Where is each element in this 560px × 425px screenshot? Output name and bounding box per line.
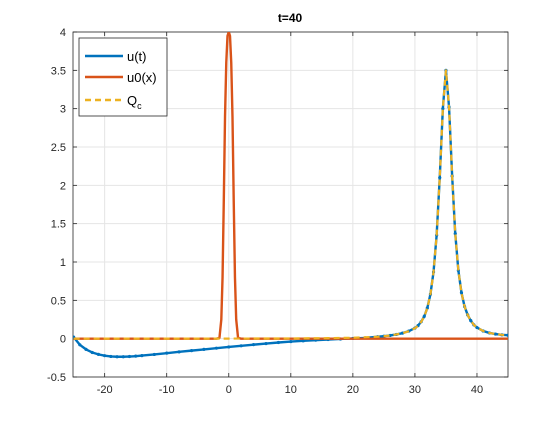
chart-title: t=40: [278, 11, 303, 25]
x-tick-label: 30: [409, 384, 421, 396]
x-axis: -20 -10 0 10 20 30 40: [97, 32, 483, 396]
series-line-q-c: [73, 69, 508, 340]
y-tick-label: 2.5: [51, 142, 66, 154]
legend-label-q: Q: [127, 93, 137, 108]
data-point-u-t: [121, 355, 125, 359]
legend-label-u-t: u(t): [127, 49, 147, 64]
legend-label-q-c: Qc: [127, 93, 142, 111]
data-point-u-t: [506, 333, 508, 337]
data-point-u-t: [289, 339, 293, 344]
data-point-u-t: [189, 349, 194, 353]
data-point-u-t: [134, 354, 138, 358]
x-tick-label: 10: [285, 384, 297, 396]
y-tick-label: -0.5: [47, 372, 66, 384]
y-tick-label: 2: [60, 180, 66, 192]
data-point-u-t: [251, 343, 256, 347]
y-tick-label: 4: [60, 27, 66, 39]
data-point-u-t: [140, 354, 144, 358]
data-point-u-t: [177, 350, 181, 354]
data-point-u-t: [459, 291, 464, 295]
data-point-u-t: [90, 350, 94, 355]
y-tick-label: 0.5: [51, 295, 66, 307]
data-point-u-t: [441, 107, 445, 111]
data-point-u-t: [227, 345, 231, 349]
data-point-u-t: [301, 339, 305, 343]
y-tick-label: 3: [60, 104, 66, 116]
data-point-u-t: [239, 344, 243, 348]
data-point-u-t: [152, 352, 156, 357]
data-point-u-t: [276, 340, 280, 345]
x-tick-label: 0: [226, 384, 232, 396]
data-point-u-t: [214, 346, 218, 350]
x-tick-label: 20: [347, 384, 359, 396]
x-tick-label: -10: [159, 384, 175, 396]
y-tick-label: 3.5: [51, 65, 66, 77]
data-point-u-t: [165, 351, 169, 355]
x-tick-label: 40: [471, 384, 483, 396]
legend-label-u0-x: u0(x): [127, 70, 157, 85]
series-layer: [73, 32, 508, 359]
series-line-u0-x: [73, 32, 508, 340]
y-tick-label: 1.5: [51, 219, 66, 231]
legend: u(t) u0(x) Qc: [78, 37, 168, 117]
y-axis: -0.5 0 0.5 1 1.5 2 2.5 3 3.5 4: [47, 27, 508, 384]
data-point-u-t: [453, 232, 457, 236]
data-point-u-t: [493, 332, 498, 336]
data-point-u-t: [84, 347, 88, 351]
data-point-u-t: [438, 176, 442, 180]
data-point-u-t: [103, 354, 107, 358]
data-point-u-t: [475, 325, 479, 330]
data-point-u-t: [115, 355, 119, 359]
data-point-u-t: [109, 354, 113, 359]
data-point-u-t: [202, 347, 206, 351]
data-point-u-t: [96, 352, 101, 356]
y-tick-label: 1: [60, 257, 66, 269]
y-tick-label: 0: [60, 334, 66, 346]
data-point-u-t: [264, 341, 268, 346]
data-point-u-t: [469, 319, 473, 323]
data-point-u-t: [127, 354, 132, 359]
data-point-u-t: [78, 343, 82, 347]
legend-label-q-subscript: c: [137, 101, 142, 111]
x-tick-label: -20: [97, 384, 113, 396]
data-point-u-t: [422, 314, 426, 319]
